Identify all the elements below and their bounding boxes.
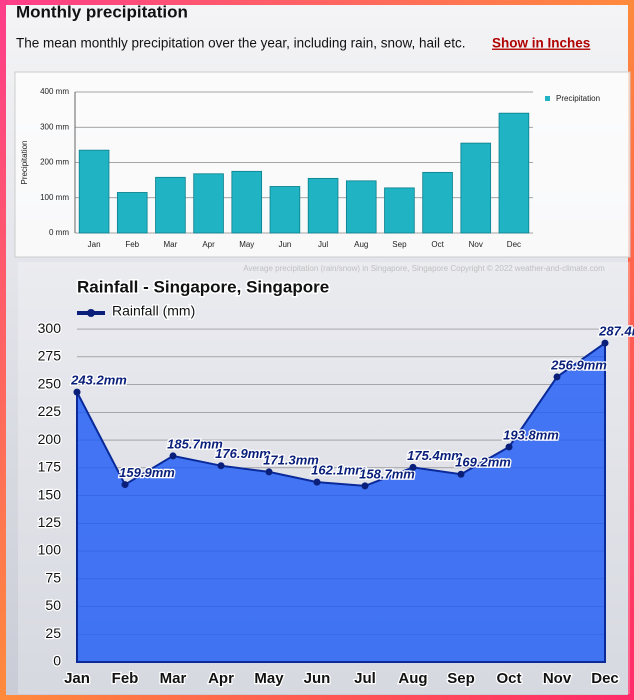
x-tick-label: Jul (354, 670, 376, 687)
bar (422, 171, 453, 234)
x-tick-label: Mar (160, 670, 187, 687)
x-tick-label: May (254, 670, 284, 687)
point (553, 373, 561, 381)
units-link[interactable]: Show in Inches (492, 36, 590, 51)
x-tick-label: Apr (208, 670, 234, 687)
value-label: 169.2mm (455, 455, 511, 470)
point (313, 478, 321, 486)
y-tick-label: 25 (45, 625, 61, 641)
value-label: 158.7mm (359, 466, 415, 481)
y-tick-label: 100 (38, 542, 62, 558)
value-label: 159.9mm (119, 465, 175, 480)
y-tick-label: 200 (38, 431, 62, 447)
y-tick-label: 75 (45, 569, 61, 585)
x-tick-label: Sep (447, 670, 475, 687)
point (73, 388, 81, 396)
x-tick-label: Feb (112, 670, 139, 687)
point (265, 468, 273, 476)
x-tick-label: Sep (392, 240, 407, 249)
point (361, 482, 369, 490)
value-label: 243.2mm (70, 373, 127, 388)
y-tick-label: 50 (45, 597, 61, 613)
bar (498, 112, 530, 234)
page-title: Monthly precipitation (16, 2, 188, 21)
y-tick-label: 200 mm (40, 158, 69, 167)
x-tick-label: Oct (431, 240, 444, 249)
x-tick-label: Dec (591, 670, 619, 687)
bar (384, 187, 415, 234)
point (121, 481, 129, 489)
value-label: 171.3mm (263, 452, 319, 467)
bar (269, 186, 301, 234)
y-tick-label: 175 (38, 459, 62, 475)
value-label: 162.1mm (311, 463, 367, 478)
y-tick-label: 0 mm (49, 228, 69, 237)
value-label: 185.7mm (167, 436, 223, 451)
y-tick-label: 0 (53, 653, 61, 669)
value-label: 287.4mm (598, 324, 634, 339)
caption: Average precipitation (rain/snow) in Sin… (243, 264, 605, 273)
bar (155, 176, 186, 234)
value-label: 175.4mm (407, 448, 463, 463)
x-tick-label: Jan (64, 670, 90, 687)
chart-title: Rainfall - Singapore, Singapore (77, 277, 329, 296)
legend-marker (87, 309, 95, 317)
y-axis-title: Precipitation (20, 140, 29, 184)
bar (193, 173, 224, 234)
y-tick-label: 150 (38, 486, 62, 502)
x-tick-label: Jul (318, 240, 328, 249)
point (169, 452, 177, 460)
x-tick-label: Nov (543, 670, 572, 687)
x-tick-label: Jun (278, 240, 291, 249)
y-tick-label: 275 (38, 348, 62, 364)
bar (231, 170, 263, 234)
point (409, 463, 417, 471)
x-tick-label: May (239, 240, 254, 249)
x-tick-label: Mar (164, 240, 178, 249)
point (601, 339, 609, 347)
y-tick-label: 300 mm (40, 122, 69, 131)
x-tick-label: Oct (496, 670, 521, 687)
x-tick-label: Apr (202, 240, 215, 249)
x-tick-label: Aug (398, 670, 427, 687)
bar (307, 177, 339, 234)
y-tick-label: 400 mm (40, 87, 69, 96)
bar (116, 192, 148, 234)
x-tick-label: Aug (354, 240, 368, 249)
x-tick-label: Jun (304, 670, 331, 687)
value-label: 176.9mm (215, 446, 271, 461)
y-tick-label: 250 (38, 375, 62, 391)
y-tick-label: 300 (38, 320, 62, 336)
subtitle: The mean monthly precipitation over the … (16, 36, 466, 51)
bar (78, 149, 110, 234)
point (457, 470, 465, 478)
bar (460, 142, 492, 234)
x-tick-label: Nov (469, 240, 483, 249)
x-tick-label: Jan (88, 240, 101, 249)
y-tick-label: 225 (38, 403, 62, 419)
y-tick-label: 100 mm (40, 193, 69, 202)
legend-label: Precipitation (556, 94, 600, 103)
point (217, 462, 225, 470)
x-tick-label: Dec (507, 240, 521, 249)
value-label: 193.8mm (503, 427, 559, 442)
point (505, 443, 513, 451)
y-tick-label: 125 (38, 514, 62, 530)
value-label: 256.9mm (550, 357, 607, 372)
x-tick-label: Feb (125, 240, 139, 249)
legend-swatch (545, 96, 550, 101)
bar (345, 180, 377, 234)
legend-label: Rainfall (mm) (112, 303, 195, 319)
